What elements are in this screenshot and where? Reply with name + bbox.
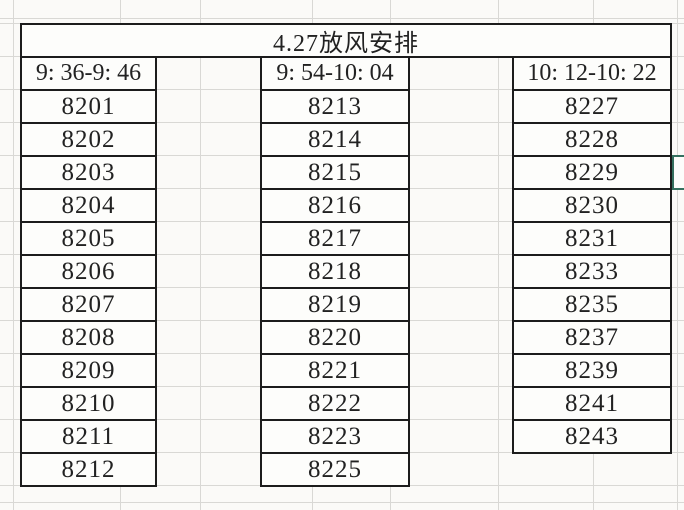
room-cell[interactable]: 8213 [260,89,410,124]
room-cell[interactable]: 8223 [260,419,410,454]
selected-cell-outline[interactable] [672,155,684,190]
room-cell[interactable]: 8216 [260,188,410,223]
gridline [498,0,499,510]
time-header-cell[interactable]: 9: 36-9: 46 [20,56,157,91]
room-cell[interactable]: 8239 [512,353,672,388]
room-cell[interactable]: 8214 [260,122,410,157]
room-cell[interactable]: 8217 [260,221,410,256]
room-cell[interactable]: 8211 [20,419,157,454]
room-cell[interactable]: 8204 [20,188,157,223]
room-cell[interactable]: 8202 [20,122,157,157]
room-cell[interactable]: 8203 [20,155,157,190]
gridline [200,0,201,510]
time-header-cell[interactable]: 9: 54-10: 04 [260,56,410,91]
room-cell[interactable]: 8220 [260,320,410,355]
gridline [13,0,14,510]
room-cell[interactable]: 8205 [20,221,157,256]
room-cell[interactable]: 8208 [20,320,157,355]
room-cell[interactable]: 8235 [512,287,672,322]
room-cell[interactable]: 8215 [260,155,410,190]
room-cell[interactable]: 8222 [260,386,410,421]
room-cell[interactable]: 8227 [512,89,672,124]
room-cell[interactable]: 8206 [20,254,157,289]
room-cell[interactable]: 8228 [512,122,672,157]
room-cell[interactable]: 8233 [512,254,672,289]
room-cell[interactable]: 8230 [512,188,672,223]
gridline [677,0,678,510]
time-header-cell[interactable]: 10: 12-10: 22 [512,56,672,91]
room-cell[interactable]: 8237 [512,320,672,355]
title-cell[interactable]: 4.27放风安排 [20,23,672,58]
room-cell[interactable]: 8231 [512,221,672,256]
room-cell[interactable]: 8212 [20,452,157,487]
room-cell[interactable]: 8243 [512,419,672,454]
room-cell[interactable]: 8219 [260,287,410,322]
room-cell[interactable]: 8218 [260,254,410,289]
room-cell[interactable]: 8201 [20,89,157,124]
room-cell[interactable]: 8221 [260,353,410,388]
room-cell[interactable]: 8207 [20,287,157,322]
room-cell[interactable]: 8241 [512,386,672,421]
room-cell[interactable]: 8225 [260,452,410,487]
room-cell[interactable]: 8210 [20,386,157,421]
room-cell[interactable]: 8229 [512,155,672,190]
gridline [0,502,684,503]
gridline [0,18,684,19]
room-cell[interactable]: 8209 [20,353,157,388]
